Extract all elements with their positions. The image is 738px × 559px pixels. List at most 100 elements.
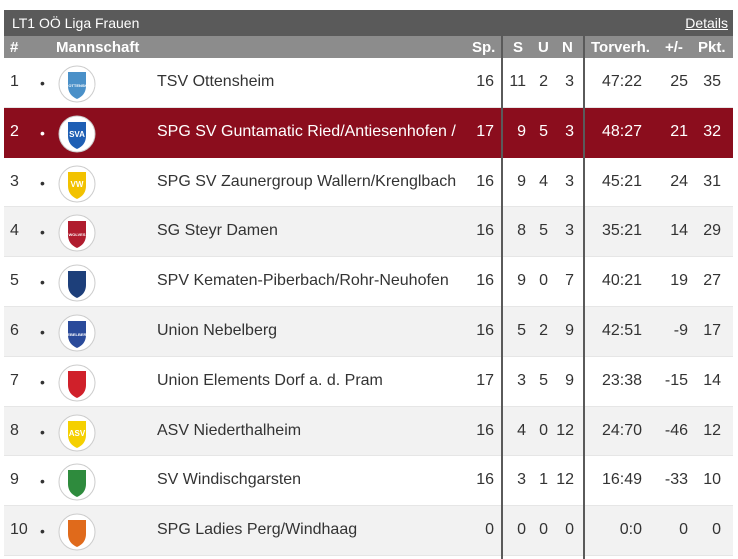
team-name[interactable]: SPG Ladies Perg/Windhaag [157, 521, 358, 539]
points-cell: 29 [703, 222, 721, 240]
svg-text:TSV OTTENSHEIM: TSV OTTENSHEIM [59, 83, 95, 88]
table-row[interactable]: 4 • WOLVES SG Steyr Damen 16 8 5 3 35:21 14 29 [4, 207, 733, 258]
rank-cell: 2 [10, 122, 19, 140]
team-logo-icon: NEBELBERG [58, 314, 96, 352]
col-wins: S [513, 39, 524, 56]
goals-cell: 40:21 [601, 272, 642, 290]
svg-text:WOLVES: WOLVES [68, 232, 85, 237]
team-logo-icon [58, 463, 96, 501]
rank-cell: 5 [10, 272, 19, 290]
team-name[interactable]: Union Nebelberg [157, 321, 278, 339]
team-logo-icon [58, 513, 96, 551]
svg-text:NEBELBERG: NEBELBERG [64, 332, 89, 337]
games-cell: 0 [485, 521, 494, 539]
rank-cell: 6 [10, 321, 19, 339]
col-points: Pkt. [698, 39, 726, 56]
losses-cell: 3 [565, 172, 574, 190]
table-row[interactable]: 3 • VW SPG SV Zaunergroup Wallern/Krenglbac… [4, 157, 733, 208]
league-title: LT1 OÖ Liga Frauen [12, 15, 140, 31]
rank-cell: 1 [10, 73, 19, 90]
team-name[interactable]: SPG SV Zaunergroup Wallern/Krenglbach [157, 172, 457, 190]
rank-cell: 4 [10, 222, 19, 240]
points-cell: 32 [703, 122, 721, 140]
column-divider [583, 36, 585, 559]
wins-cell: 9 [517, 272, 526, 290]
table-row[interactable]: 10 • SPG Ladies Perg/Windhaag 0 0 0 0 0:0 0 0 [4, 506, 733, 556]
col-draws: U [538, 39, 549, 56]
goals-cell: 24:70 [601, 421, 642, 439]
col-rank: # [10, 39, 19, 56]
wins-cell: 3 [517, 471, 526, 489]
diff-cell: -15 [664, 371, 688, 389]
bullet-icon: • [40, 373, 45, 390]
bullet-icon: • [40, 423, 45, 440]
games-cell: 16 [476, 73, 494, 90]
games-cell: 17 [476, 122, 494, 140]
svg-text:VW: VW [71, 180, 84, 189]
losses-cell: 9 [565, 371, 574, 389]
wins-cell: 11 [509, 73, 526, 90]
table-row[interactable]: 8 • ASV ASV Niederthalheim 16 4 0 12 24:70 -46 12 [4, 406, 733, 457]
team-name[interactable]: Union Elements Dorf a. d. Pram [157, 371, 383, 389]
team-name[interactable]: TSV Ottensheim [157, 73, 275, 90]
goals-cell: 23:38 [601, 371, 642, 389]
svg-text:SVA: SVA [69, 130, 85, 139]
team-logo-icon: WOLVES [58, 214, 96, 252]
rank-cell: 8 [10, 421, 19, 439]
goals-cell: 47:22 [601, 73, 642, 90]
draws-cell: 0 [539, 421, 548, 439]
games-cell: 16 [476, 321, 494, 339]
team-logo-icon [58, 264, 96, 302]
table-row[interactable]: 2 • SVA SPG SV Guntamatic Ried/Antiesenhofe… [4, 107, 733, 158]
details-link[interactable]: Details [685, 15, 728, 31]
goals-cell: 42:51 [601, 321, 642, 339]
wins-cell: 9 [517, 172, 526, 190]
draws-cell: 4 [539, 172, 548, 190]
team-name[interactable]: ASV Niederthalheim [157, 421, 302, 439]
bullet-icon: • [40, 75, 45, 91]
bullet-icon: • [40, 274, 45, 291]
svg-text:ASV: ASV [69, 429, 86, 438]
points-cell: 17 [703, 321, 721, 339]
diff-cell: 25 [670, 73, 688, 90]
team-logo-icon: TSV OTTENSHEIM [58, 65, 96, 103]
table-row[interactable]: 5 • SPV Kematen-Piberbach/Rohr-Neuhofen 16 9… [4, 257, 733, 307]
table-row[interactable]: 6 • NEBELBERG Union Nebelberg 16 5 2 9 42:51 -9 17 [4, 306, 733, 357]
wins-cell: 4 [517, 421, 526, 439]
team-logo-icon: ASV [58, 414, 96, 452]
goals-cell: 35:21 [601, 222, 642, 240]
table-body: 1 • TSV OTTENSHEIM TSV Ottensheim 16 11 2 3 47:2… [4, 58, 733, 556]
table-row[interactable]: 1 • TSV OTTENSHEIM TSV Ottensheim 16 11 2 3 47:2… [4, 58, 733, 108]
team-name[interactable]: SPG SV Guntamatic Ried/Antiesenhofen / [157, 122, 456, 140]
bullet-icon: • [40, 473, 45, 490]
bullet-icon: • [40, 124, 45, 141]
team-name[interactable]: SV Windischgarsten [157, 471, 302, 489]
col-diff: +/- [665, 39, 683, 56]
bullet-icon: • [40, 224, 45, 241]
rank-cell: 7 [10, 371, 19, 389]
losses-cell: 0 [565, 521, 574, 539]
losses-cell: 7 [565, 272, 574, 290]
points-cell: 27 [703, 272, 721, 290]
wins-cell: 3 [517, 371, 526, 389]
games-cell: 16 [476, 421, 494, 439]
table-row[interactable]: 7 • Union Elements Dorf a. d. Pram 17 3 5 9 23:… [4, 356, 733, 407]
losses-cell: 9 [565, 321, 574, 339]
col-losses: N [562, 39, 573, 56]
points-cell: 35 [703, 73, 721, 90]
team-logo-icon: SVA [58, 115, 96, 153]
draws-cell: 1 [539, 471, 548, 489]
table-row[interactable]: 9 • SV Windischgarsten 16 3 1 12 16:49 -33 10 [4, 456, 733, 507]
games-cell: 16 [476, 222, 494, 240]
diff-cell: -46 [664, 421, 688, 439]
team-name[interactable]: SPV Kematen-Piberbach/Rohr-Neuhofen [157, 272, 449, 290]
diff-cell: 24 [670, 172, 688, 190]
losses-cell: 3 [565, 73, 574, 90]
diff-cell: -9 [673, 321, 688, 339]
games-cell: 16 [476, 272, 494, 290]
table-header: # Mannschaft Sp. S U N Torverh. +/- Pkt. [4, 36, 733, 58]
team-name[interactable]: SG Steyr Damen [157, 222, 278, 240]
goals-cell: 16:49 [601, 471, 642, 489]
draws-cell: 2 [539, 321, 548, 339]
